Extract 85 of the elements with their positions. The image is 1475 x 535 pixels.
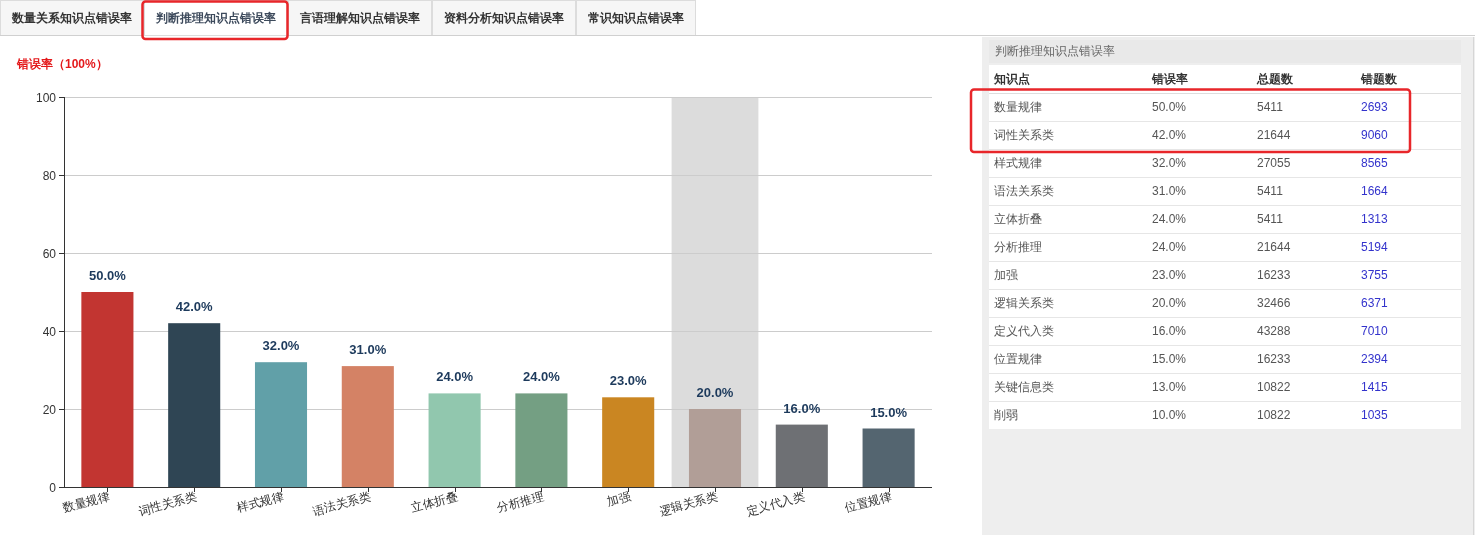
x-tick-label: 定义代入类: [744, 489, 807, 519]
text: 10822: [1257, 380, 1291, 394]
text: 21644: [1257, 240, 1291, 254]
data-label: 15.0%: [870, 404, 908, 420]
text: 27055: [1257, 156, 1291, 170]
text: 9060: [1361, 128, 1389, 142]
text: 数量关系知识点错误率: [11, 11, 132, 25]
text: 16.0%: [1152, 324, 1187, 338]
text: 错误率: [1151, 72, 1188, 86]
text: 24.0%: [1152, 240, 1187, 254]
text: 错题数: [1360, 72, 1398, 86]
text: 21644: [1257, 128, 1291, 142]
y-tick-label: 40: [42, 324, 57, 339]
y-tick-label: 60: [42, 246, 57, 261]
y-tick-label: 100: [35, 90, 57, 105]
text: 分析推理: [994, 240, 1042, 254]
text: 定义代入类: [994, 324, 1054, 338]
text: 1415: [1361, 380, 1389, 394]
data-label: 50.0%: [88, 268, 127, 283]
text: 1035: [1361, 408, 1389, 422]
text: 2693: [1361, 100, 1389, 114]
data-label: 20.0%: [696, 385, 734, 400]
y-axis-title: 错误率（100%）: [16, 57, 108, 71]
text: 数量规律: [994, 100, 1042, 114]
text: 7010: [1361, 324, 1389, 338]
text: 知识点: [993, 72, 1030, 86]
x-tick-label: 位置规律: [843, 489, 894, 516]
text: 32.0%: [1152, 156, 1187, 170]
data-label: 23.0%: [609, 373, 648, 389]
text: 15.0%: [1152, 352, 1187, 366]
text: 逻辑关系类: [994, 296, 1054, 310]
text: 判断推理知识点错误率: [155, 11, 276, 25]
text: 16233: [1257, 352, 1291, 366]
x-tick-label: 语法关系类: [310, 489, 373, 519]
x-tick-label: 数量规律: [61, 489, 112, 516]
y-tick-label: 80: [42, 168, 57, 183]
text: 样式规律: [994, 156, 1042, 170]
text: 削弱: [994, 408, 1018, 422]
x-tick-label: 分析推理: [495, 489, 546, 516]
text: 16233: [1257, 268, 1291, 282]
x-tick-label: 立体折叠: [409, 489, 460, 516]
y-tick-label: 20: [42, 402, 57, 417]
text: 位置规律: [994, 352, 1042, 366]
text: 3755: [1361, 268, 1389, 282]
text: 10822: [1257, 408, 1291, 422]
text: 语法关系类: [994, 184, 1054, 198]
text: 5411: [1257, 100, 1284, 114]
data-label: 42.0%: [175, 299, 214, 315]
text: 31.0%: [1152, 184, 1187, 198]
text: 言语理解知识点错误率: [299, 11, 420, 25]
text: 关键信息类: [994, 380, 1054, 394]
text: 13.0%: [1152, 380, 1187, 394]
text: 42.0%: [1152, 128, 1187, 142]
text: 2394: [1361, 352, 1389, 366]
text: 24.0%: [1152, 212, 1187, 226]
text: 常识知识点错误率: [588, 11, 684, 25]
text: 6371: [1361, 296, 1389, 310]
text: 8565: [1361, 156, 1389, 170]
text: 词性关系类: [994, 128, 1054, 142]
x-tick-label: 加强: [605, 489, 633, 510]
text: 立体折叠: [994, 212, 1042, 226]
data-label: 24.0%: [522, 369, 561, 385]
data-label: 24.0%: [436, 369, 474, 385]
text: 总题数: [1256, 72, 1294, 86]
text: 43288: [1257, 324, 1291, 338]
data-label: 32.0%: [262, 338, 300, 354]
text: 20.0%: [1152, 296, 1187, 310]
text: 资料分析知识点错误率: [444, 11, 564, 25]
x-tick-label: 词性关系类: [136, 489, 199, 519]
text: 5411: [1257, 184, 1284, 198]
data-label: 31.0%: [349, 342, 387, 358]
text: 5411: [1257, 212, 1284, 226]
text: 加强: [994, 268, 1018, 282]
text: 1313: [1361, 212, 1389, 226]
text: 10.0%: [1152, 408, 1187, 422]
x-tick-label: 逻辑关系类: [657, 489, 720, 519]
text: 50.0%: [1152, 100, 1187, 114]
text: 5194: [1361, 240, 1389, 254]
x-tick-label: 样式规律: [235, 489, 286, 516]
text: 32466: [1257, 296, 1291, 310]
y-tick-label: 0: [49, 480, 57, 495]
data-label: 16.0%: [783, 400, 821, 416]
text: 23.0%: [1152, 268, 1187, 282]
text: 1664: [1361, 184, 1389, 198]
text: 判断推理知识点错误率: [995, 44, 1115, 58]
